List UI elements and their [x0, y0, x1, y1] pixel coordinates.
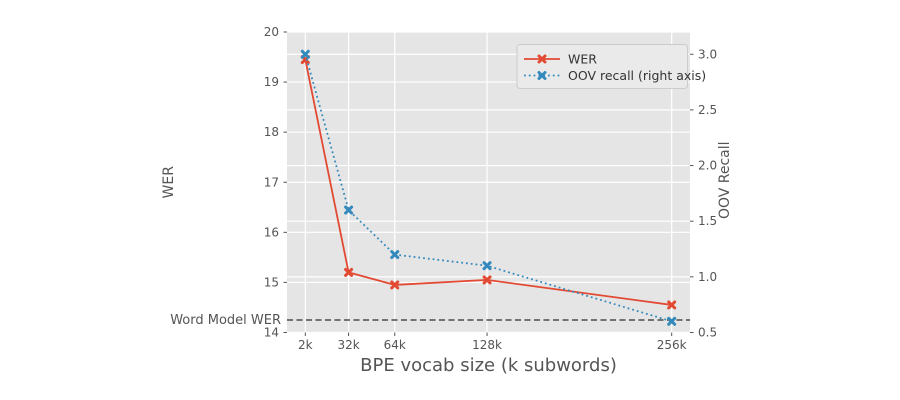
- x-tick-label: 32k: [337, 338, 359, 352]
- legend-label: OOV recall (right axis): [568, 68, 706, 83]
- oov-recall-x-marker: [344, 205, 354, 215]
- right-tick-label: 0.5: [698, 326, 717, 340]
- x-tick-label: 2k: [298, 338, 313, 352]
- wer-x-marker: [344, 267, 354, 277]
- legend-x-marker: [537, 71, 547, 80]
- legend-x-marker: [537, 54, 547, 64]
- legend-label: WER: [568, 52, 597, 67]
- oov-recall-x-marker: [482, 261, 492, 271]
- x-tick-label: 256k: [657, 338, 687, 352]
- oov-recall-x-marker: [390, 250, 400, 260]
- right-tick-label: 1.0: [698, 270, 717, 284]
- left-tick-label: 17: [264, 175, 279, 189]
- left-tick-label: 19: [264, 75, 279, 89]
- word-model-wer-label: Word Model WER: [170, 313, 281, 328]
- left-y-axis-label: WER: [161, 166, 177, 199]
- wer-x-marker: [482, 275, 492, 285]
- legend-box: [516, 44, 688, 89]
- x-tick-label: 128k: [472, 338, 502, 352]
- left-tick-label: 16: [264, 225, 279, 239]
- right-tick-label: 2.0: [698, 159, 717, 173]
- left-tick-label: 20: [264, 25, 279, 39]
- oov-recall-x-marker: [300, 49, 310, 59]
- wer-x-marker: [390, 280, 400, 290]
- right-y-axis-label: OOV Recall: [717, 141, 733, 219]
- wer-x-marker: [667, 300, 677, 310]
- right-tick-label: 1.5: [698, 214, 717, 228]
- x-axis-label: BPE vocab size (k subwords): [360, 355, 617, 376]
- x-tick-label: 64k: [384, 338, 406, 352]
- right-tick-label: 2.5: [698, 103, 717, 117]
- right-tick-label: 3.0: [698, 47, 717, 61]
- left-tick-label: 15: [264, 275, 279, 289]
- left-tick-label: 14: [264, 326, 279, 340]
- oov-recall-x-marker: [667, 316, 677, 326]
- left-tick-label: 18: [264, 125, 279, 139]
